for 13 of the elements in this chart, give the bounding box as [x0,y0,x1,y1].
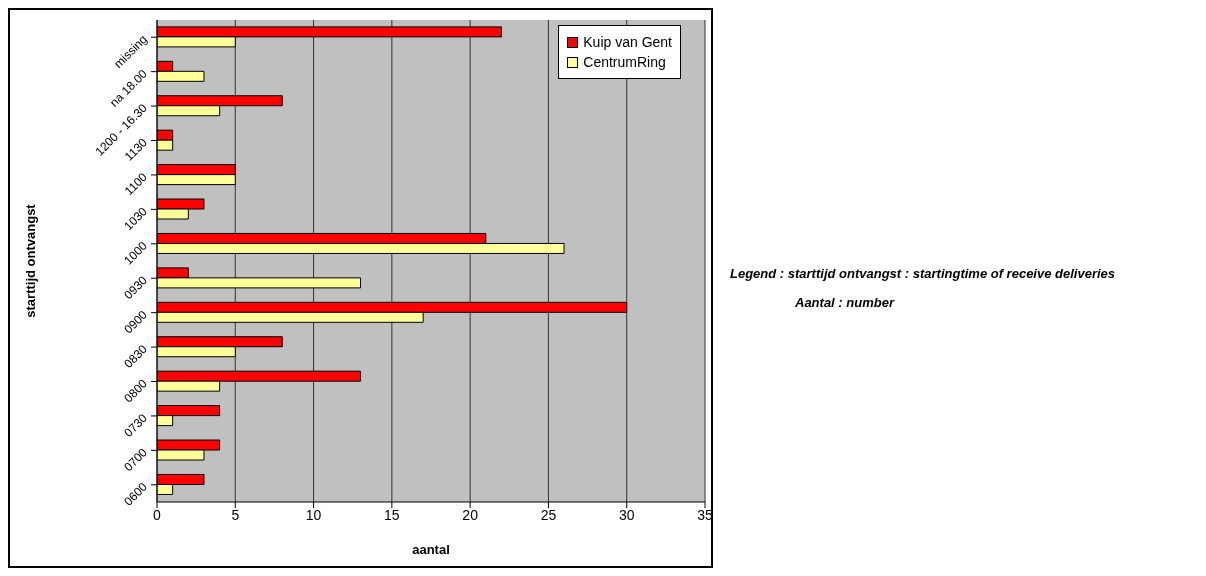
text: Legend : starttijd ontvangst : startingtime of receive deliveries [730,266,1117,281]
x-tick-label: 20 [462,506,479,523]
legend-label: Kuip van Gent [583,34,672,50]
x-tick-label: 30 [618,506,635,523]
x-axis-title: aantal [412,542,450,557]
x-tick-label: 10 [305,506,322,523]
y-axis-title: starttijd ontvangst [22,203,38,318]
x-tick-label: 15 [384,506,400,523]
text: Aantal : number [794,295,896,310]
x-tick-label: 0 [153,506,162,523]
x-tick-label: 5 [231,506,240,523]
legend-label: CentrumRing [583,54,666,70]
x-tick-label: 25 [540,506,557,523]
